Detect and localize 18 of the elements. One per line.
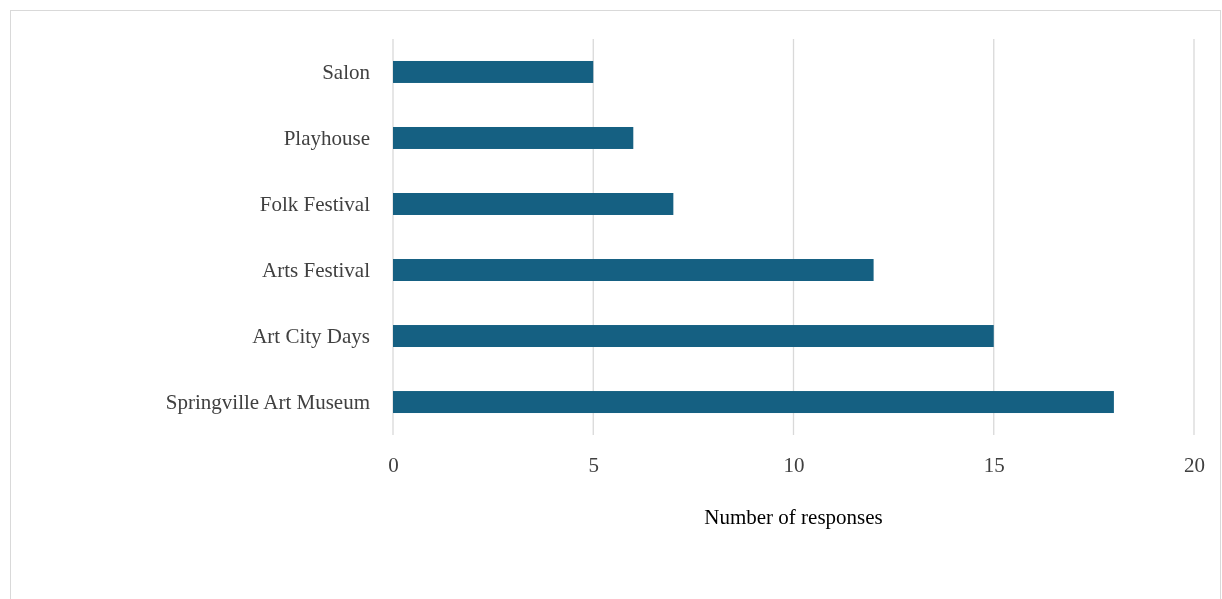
y-tick-label: Arts Festival [262,257,371,282]
y-tick-label: Playhouse [283,125,370,150]
x-tick-label: 0 [388,452,399,477]
bar [393,60,594,83]
x-axis-title: Number of responses [704,505,883,529]
bar [393,391,1114,414]
x-tick-label: 10 [783,452,805,477]
x-tick-label: 20 [1184,452,1205,477]
bar [393,259,874,281]
y-tick-label: Springville Art Museum [165,389,370,414]
y-tick-label: Folk Festival [259,191,371,216]
bar [393,193,674,215]
x-tick-label: 15 [983,452,1005,477]
bar [393,325,994,348]
y-tick-label: Art City Days [252,323,370,348]
bar [393,126,634,149]
x-tick-label: 5 [588,452,599,477]
y-tick-label: Salon [322,59,371,84]
